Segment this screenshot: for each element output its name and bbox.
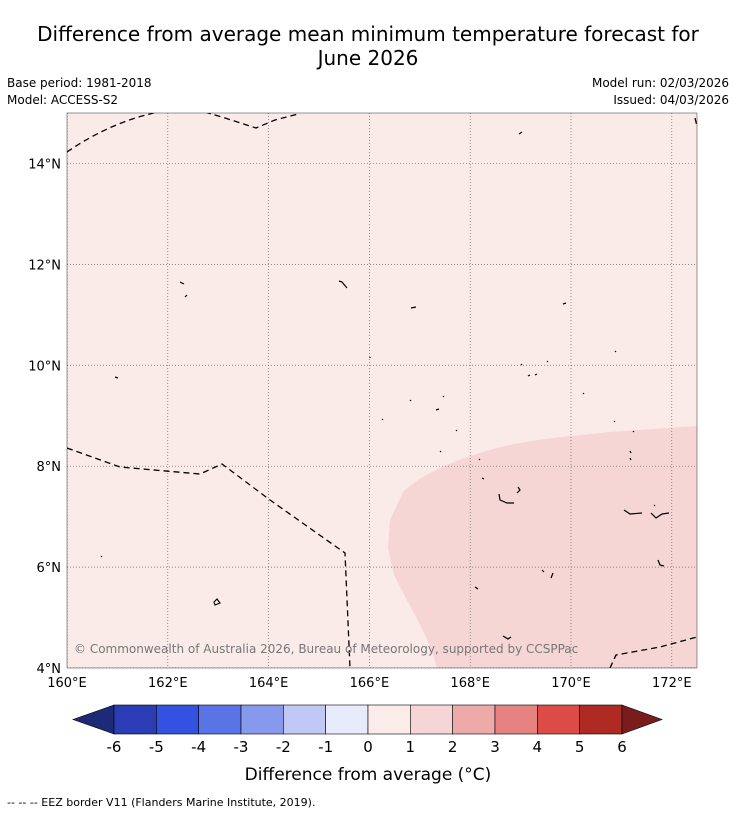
map-frame (66, 112, 698, 669)
colorbar-segment (240, 704, 284, 735)
lon-tick-label: 162°E (148, 676, 188, 691)
colorbar-tick-label: -3 (234, 738, 249, 756)
colorbar: -6 -5 -4 -3 -2 -1 0 1 2 3 4 5 6 (72, 704, 663, 756)
map-grid (67, 113, 697, 668)
colorbar-tick-label: -2 (276, 738, 291, 756)
colorbar-segment (367, 704, 411, 735)
colorbar-tick-label: -1 (318, 738, 333, 756)
colorbar-tick-label: -6 (107, 738, 122, 756)
lat-tick-label: 6°N (37, 561, 62, 576)
colorbar-tick-label: -5 (149, 738, 164, 756)
colorbar-segment (156, 704, 199, 735)
colorbar-tick-label: 4 (533, 738, 543, 756)
colorbar-tick-label: 6 (617, 738, 627, 756)
lon-tick-label: 166°E (350, 676, 390, 691)
lat-tick-label: 12°N (28, 258, 61, 273)
colorbar-segment (198, 704, 242, 735)
issued-date: Issued: 04/03/2026 (613, 93, 729, 107)
colorbar-tick-label: -4 (191, 738, 206, 756)
eez-borders (67, 113, 697, 668)
colorbar-segment (283, 704, 326, 735)
colorbar-segment (579, 704, 623, 735)
colorbar-segment (325, 704, 369, 735)
lat-tick-label: 8°N (37, 460, 62, 475)
lon-tick-label: 164°E (249, 676, 289, 691)
colorbar-tick-label: 2 (448, 738, 458, 756)
copyright-text: © Commonwealth of Australia 2026, Bureau… (74, 642, 578, 656)
colorbar-segment (452, 704, 496, 735)
lon-tick-label: 170°E (551, 676, 591, 691)
chart-title-line2: June 2026 (317, 46, 419, 70)
base-period: Base period: 1981-2018 (7, 76, 152, 90)
lat-tick-label: 4°N (37, 662, 62, 677)
eez-legend-note: -- -- -- EEZ border V11 (Flanders Marine… (7, 796, 316, 809)
chart-title-line1: Difference from average mean minimum tem… (37, 22, 699, 46)
lon-tick-label: 172°E (652, 676, 692, 691)
meta-left: Base period: 1981-2018 Model: ACCESS-S2 (7, 75, 152, 109)
colorbar-segment (494, 704, 538, 735)
lon-labels: 160°E 162°E 164°E 166°E 168°E 170°E 172°E (47, 676, 691, 691)
lon-tick-label: 168°E (450, 676, 490, 691)
islands (100, 131, 670, 640)
chart-title: Difference from average mean minimum tem… (0, 22, 736, 70)
meta-right: Model run: 02/03/2026 Issued: 04/03/2026 (592, 75, 729, 109)
colorbar-tick-label: 1 (406, 738, 416, 756)
colorbar-segment (410, 704, 453, 735)
colorbar-tick-label: 3 (490, 738, 500, 756)
model-run: Model run: 02/03/2026 (591, 76, 729, 90)
colorbar-extend-low (72, 704, 115, 735)
colorbar-tick-label: 5 (575, 738, 585, 756)
lon-tick-label: 160°E (47, 676, 87, 691)
lat-tick-label: 14°N (28, 157, 61, 172)
warm-anomaly-region (388, 426, 697, 668)
colorbar-segment (537, 704, 580, 735)
model-name: Model: ACCESS-S2 (7, 93, 119, 107)
colorbar-extend-high (621, 704, 663, 735)
colorbar-segment (113, 704, 157, 735)
colorbar-label: Difference from average (°C) (245, 765, 492, 785)
colorbar-tick-label: 0 (363, 738, 373, 756)
lat-labels: 14°N 12°N 10°N 8°N 6°N 4°N (28, 157, 61, 677)
lat-tick-label: 10°N (28, 359, 61, 374)
